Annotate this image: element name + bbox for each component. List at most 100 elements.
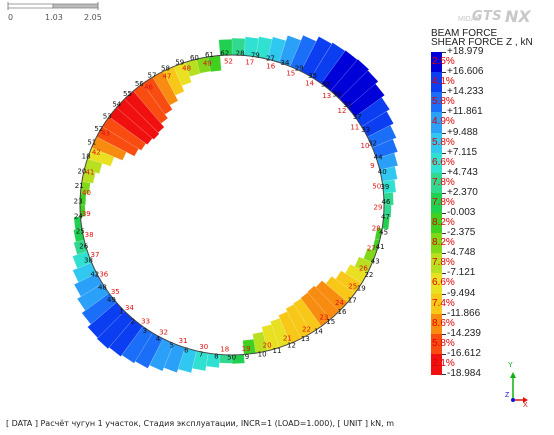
legend-level-label: -7.121 [447,267,476,279]
element-label: 51 [87,139,96,147]
element-label: 41 [376,243,385,251]
color-legend: +18.979 +16.606 +14.233 +11.861 +9.488 +7.115… [431,47,551,379]
legend-tick [442,273,446,275]
logo-suffix-text: NX [505,7,531,26]
legend-level-label: +11.861 [447,106,483,118]
element-label: 56 [135,80,144,88]
element-label: 19 [242,345,251,353]
element-label: 42 [90,271,99,279]
element-label: 18 [82,153,91,161]
element-label: 13 [322,92,331,100]
legend-level-label: +18.979 [447,46,484,57]
legend-level-label: +9.488 [447,126,478,138]
element-label: 45 [379,228,388,236]
element-label: 30 [321,81,330,89]
element-label: 20 [77,167,86,175]
legend-swatch [431,192,442,214]
beam-force-diagram: 28 79 273429353036313733324440394647454143… [72,35,399,374]
element-label: 59 [175,59,184,67]
element-label: 23 [74,197,83,205]
element-label: 17 [245,59,254,67]
element-label: 9 [245,353,249,361]
legend-percent-label: 8.2% [432,237,455,249]
legend-percent-label: 5.8% [432,136,455,148]
element-label: 39 [380,183,389,191]
element-label: 37 [353,113,362,121]
legend-level-label: +2.370 [447,186,478,198]
element-label: 38 [84,257,93,265]
legend-swatch [431,233,442,254]
scale-bar: 0 1.03 2.05 [0,0,110,26]
legend-percent-label: 5.8% [432,96,455,108]
legend-level-label: -18.984 [447,368,481,379]
legend-swatch [431,112,442,133]
legend-swatch [431,353,442,375]
element-label: 32 [368,139,377,147]
legend-percent-label: 2.1% [432,357,455,369]
legend-percent-label: 7.8% [432,176,455,188]
axis-y-label: Y [508,362,513,369]
element-label: 24 [74,213,83,221]
element-label: 46 [382,198,391,206]
legend-level-label: -11.866 [447,307,481,319]
element-label: 15 [326,318,335,326]
element-label: 1 [119,307,123,315]
scale-tick-1: 1.03 [45,13,63,22]
element-label: 28 [236,50,245,58]
legend-tick [442,72,446,74]
legend-percent-label: 8.6% [432,317,455,329]
element-label: 15 [286,70,295,78]
axis-triad: Y Z X [505,362,529,409]
element-label: 25 [76,228,85,236]
legend-swatch [431,132,442,154]
tunnel-ring-outline [79,54,385,356]
legend-level-label: -4.748 [447,247,476,259]
element-label: 38 [85,231,94,239]
model-viewport[interactable]: 28 79 27 34 29 35 30 36 31 37 33 32 44 40 39 46 47 45 41 43… [0,0,554,405]
legend-percent-label: 6.6% [432,156,455,168]
legend-swatch [431,333,442,355]
element-label: 34 [125,304,134,312]
element-label: 39 [82,210,91,218]
element-label: 35 [111,288,120,296]
element-label: 9 [370,162,374,170]
element-label: 32 [159,329,168,337]
axis-x-label: X [523,402,528,409]
scale-tick-2: 2.05 [84,13,102,22]
element-label: 7 [199,350,203,358]
element-label: 11 [273,347,282,355]
legend-level-label: +14.233 [447,86,484,98]
legend-percent-label: 2.5% [432,56,455,68]
legend-tick [442,353,446,355]
axis-triad-graphic [510,372,528,403]
element-label: 44 [374,153,383,161]
legend-swatch [431,172,442,194]
element-label: 48 [98,284,107,292]
legend-level-label: -16.612 [447,347,481,359]
element-label: 41 [85,168,94,176]
element-label: 10 [361,142,370,150]
legend-level-label: +16.606 [447,66,484,78]
element-label: 17 [348,297,357,305]
element-label: 49 [107,296,116,304]
element-label: 8 [214,353,218,361]
legend-tick [442,192,446,194]
gts-nx-logo: MIDAS GTS NX [458,7,538,26]
element-label: 35 [308,72,317,80]
legend-swatch [431,72,442,93]
legend-title: BEAM FORCE SHEAR FORCE Z , kN [431,29,533,48]
element-label: 52 [94,125,103,133]
element-label: 3 [143,327,147,335]
element-label: 45 [128,97,137,105]
element-label: 29 [295,65,304,73]
legend-swatch [431,293,442,315]
legend-tick [442,152,446,154]
element-label: 57 [148,72,157,80]
element-label: 50 [372,182,381,190]
element-label: 2 [130,318,134,326]
element-label: 36 [99,270,108,278]
element-label: 31 [343,101,352,109]
element-label: 12 [287,342,296,350]
legend-level-label: -0.003 [447,207,476,218]
legend-percent-label: 5.8% [432,337,455,349]
